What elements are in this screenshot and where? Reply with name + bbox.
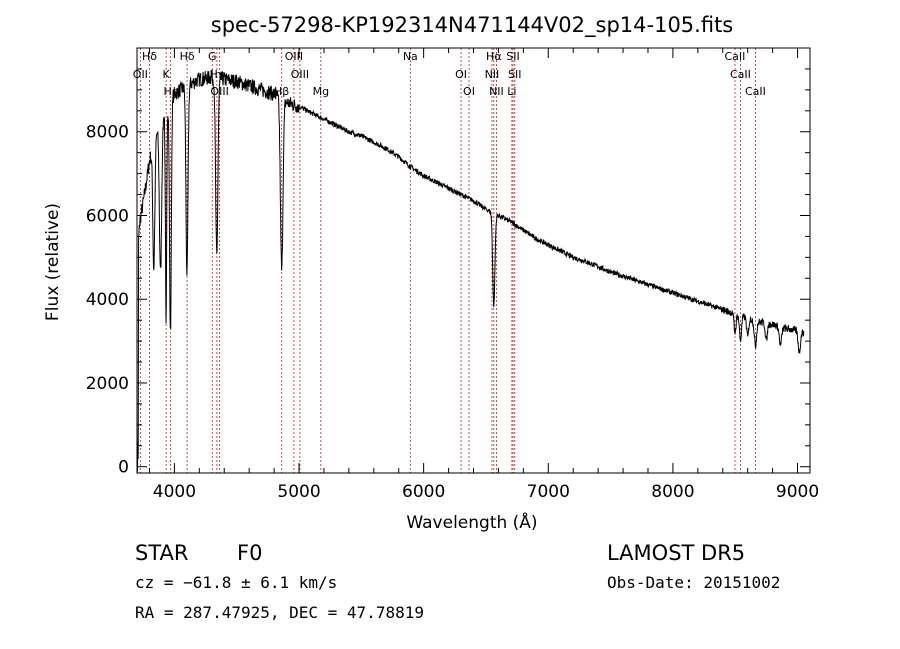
plot-frame [136,47,811,474]
line-marker-label: NII [485,68,500,81]
y-axis-label: Flux (relative) [43,203,63,321]
x-tick-label: 5000 [277,482,320,502]
y-tick-label: 8000 [86,123,129,143]
coordinates: RA = 287.47925, DEC = 47.78819 [135,603,424,622]
y-tick-label: 4000 [86,290,129,310]
line-marker-label: SII [508,68,521,81]
line-marker-label: Na [403,50,418,63]
y-tick-label: 2000 [86,374,129,394]
line-marker-label: OII [133,68,148,81]
y-tick-label: 0 [118,458,129,478]
velocity-readout: cz = −61.8 ± 6.1 km/s [135,573,338,592]
x-tick-label: 9000 [776,482,819,502]
x-axis-ticks: 4000 5000 6000 7000 8000 9000 [148,48,819,502]
survey-name: LAMOST DR5 [607,541,746,565]
line-marker-label: NII [489,85,504,98]
y-axis-ticks: 0 2000 4000 6000 8000 [86,68,810,478]
line-marker-label: Hδ [142,50,157,63]
line-marker-label: G [208,50,217,63]
line-marker-label: SII [506,50,519,63]
line-marker-label: OI [463,85,475,98]
line-markers [139,48,756,473]
line-marker-label: CaII [725,50,746,63]
line-marker-label: Hδ [180,50,195,63]
x-tick-label: 4000 [153,482,196,502]
line-marker-label: K [163,68,171,81]
obs-date: Obs-Date: 20151002 [607,573,781,592]
line-marker-labels: HδKHεHδOIIOIIIGHγHβOIIIOIIIMgNaOIOIHαNII… [133,50,766,98]
line-marker-label: CaII [745,85,766,98]
y-tick-label: 6000 [86,206,129,226]
object-class: STAR [135,541,189,565]
x-tick-label: 8000 [651,482,694,502]
object-subclass: F0 [237,541,263,565]
line-marker-label: OI [455,68,467,81]
x-axis-label: Wavelength (Å) [406,511,537,533]
spectrum-line [136,69,805,474]
line-marker-label: OIII [291,68,309,81]
line-marker-label: Mg [313,85,329,98]
line-marker-label: Li [507,85,516,98]
line-marker-label: OIII [285,50,303,63]
chart-title: spec-57298-KP192314N471144V02_sp14-105.f… [211,13,734,38]
x-tick-label: 7000 [527,482,570,502]
x-tick-label: 6000 [402,482,445,502]
line-marker-label: Hα [486,50,502,63]
spectrum-chart: spec-57298-KP192314N471144V02_sp14-105.f… [43,13,819,533]
line-marker-label: CaII [730,68,751,81]
